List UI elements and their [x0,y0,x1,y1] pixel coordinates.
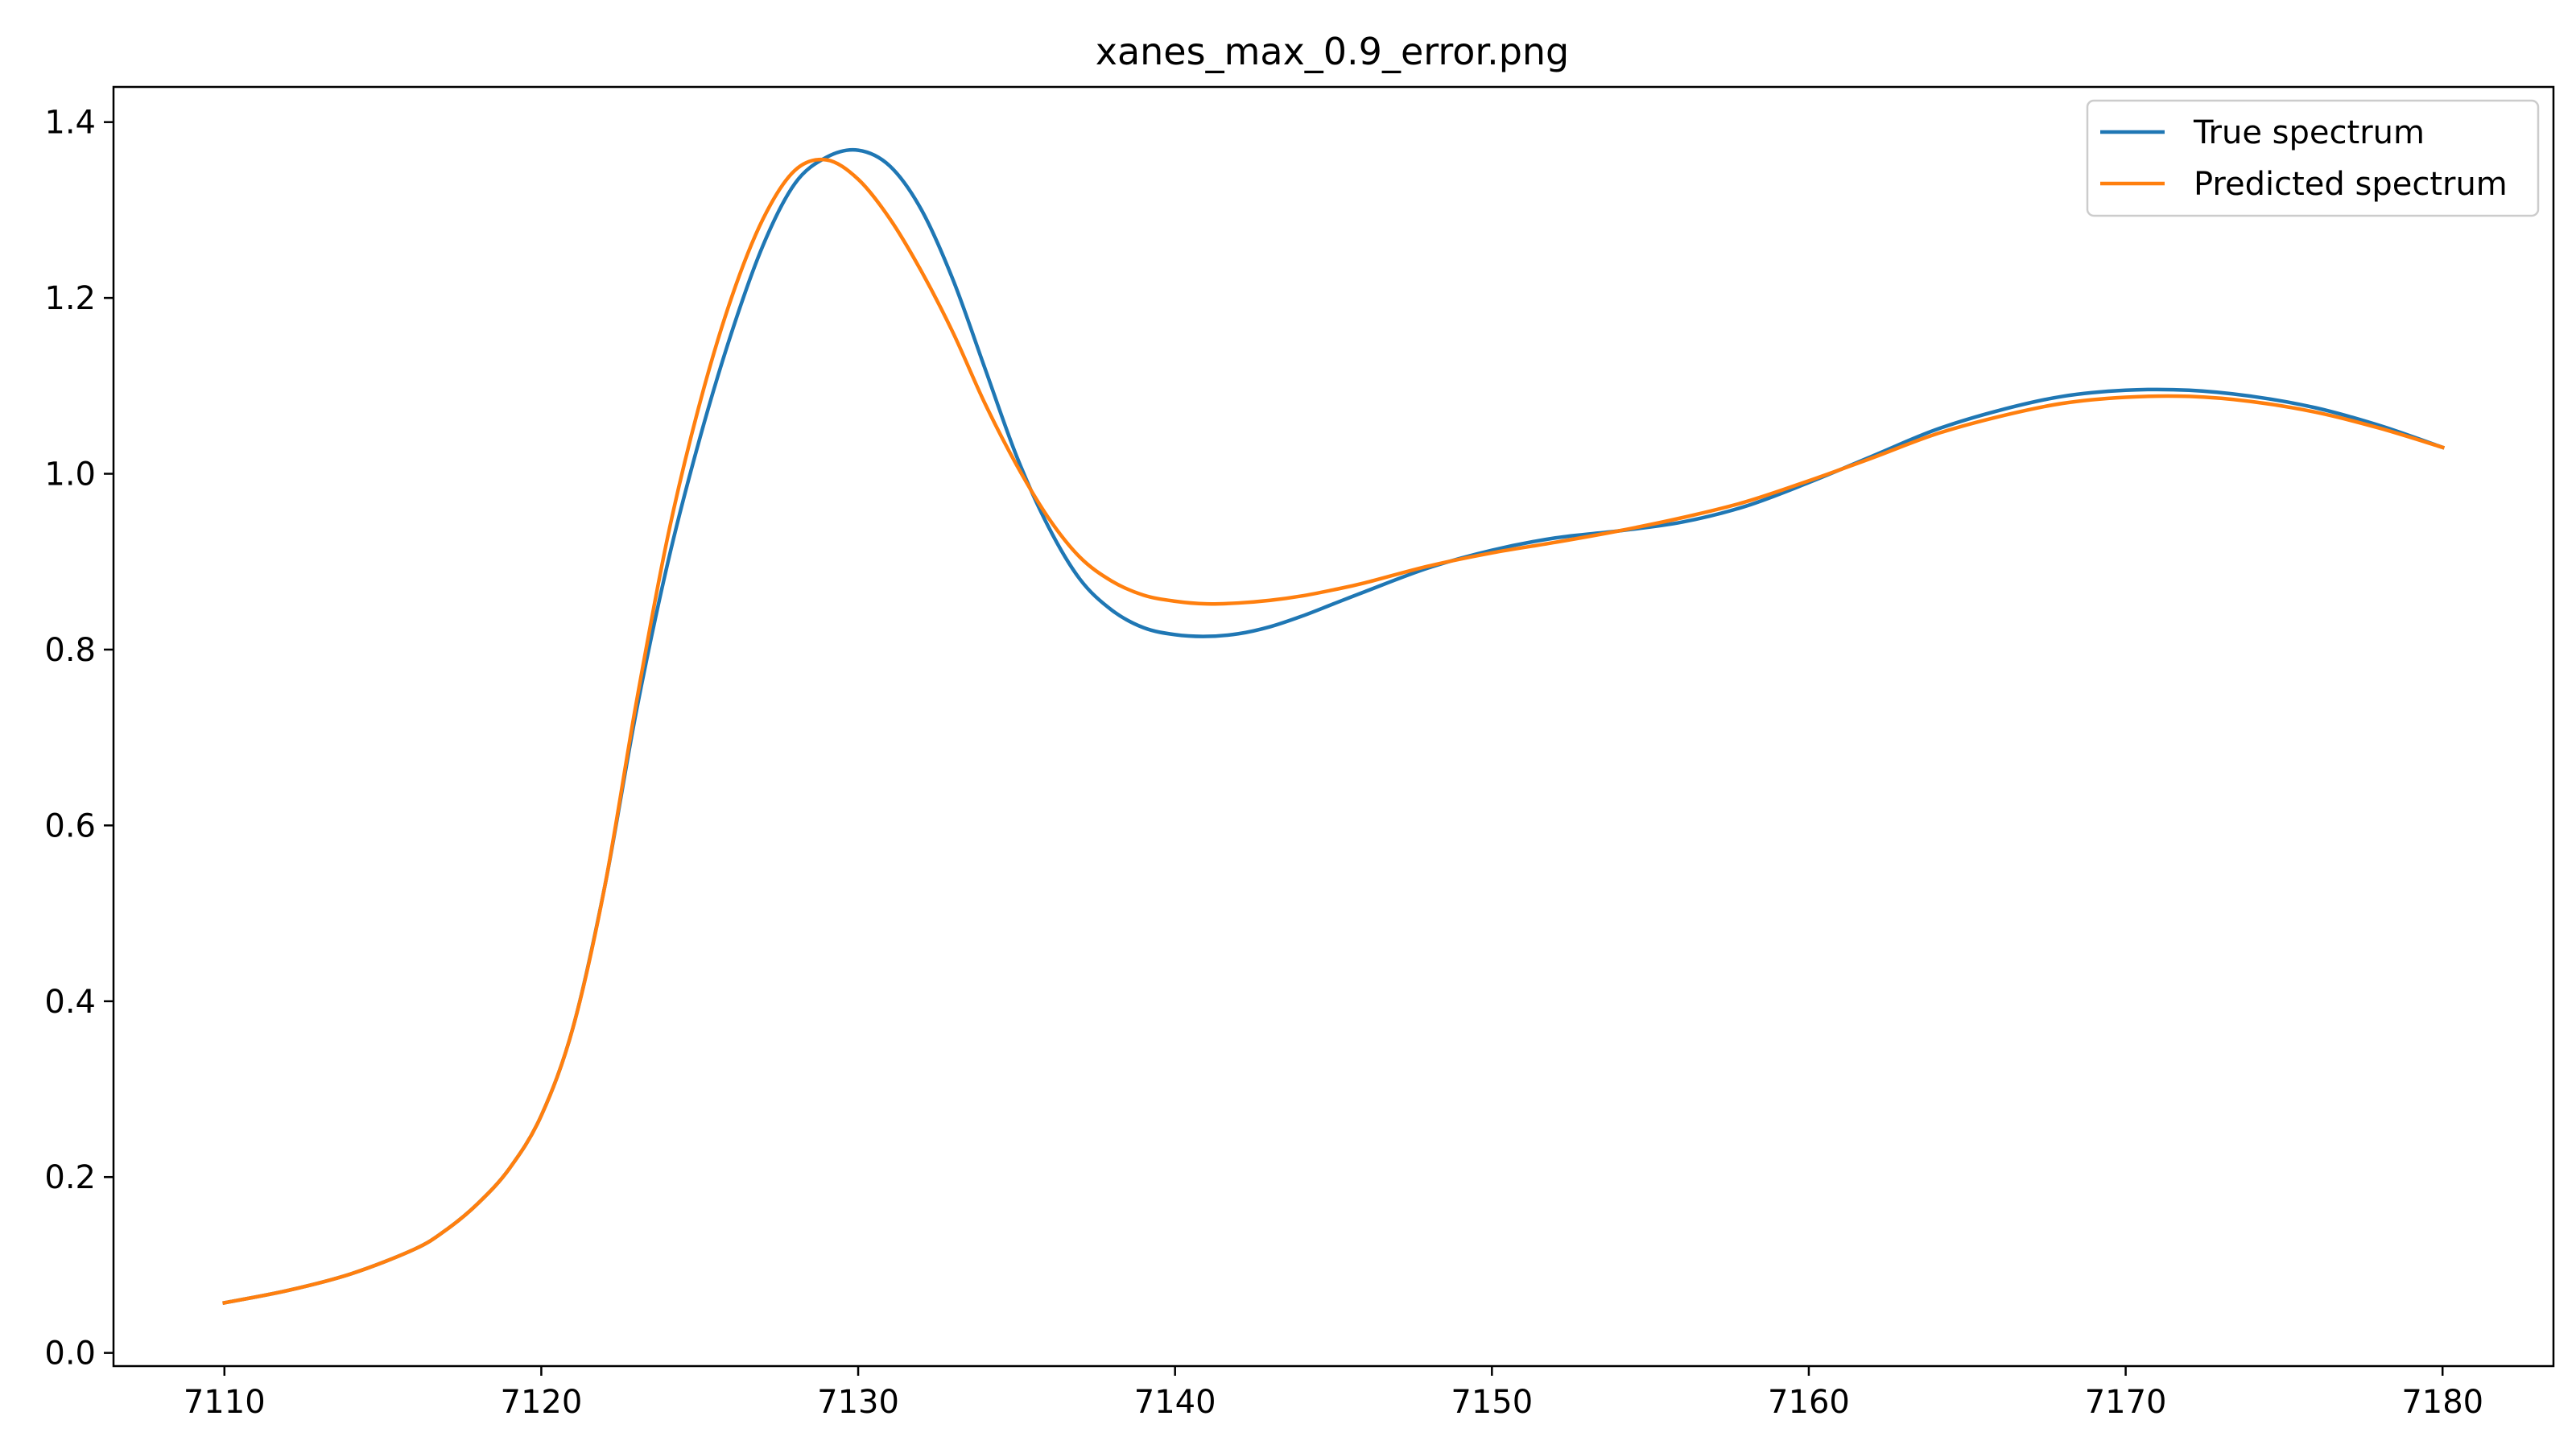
y-tick-label: 0.0 [44,1335,96,1373]
y-tick-label: 0.8 [44,632,96,669]
plot-lines [222,147,2446,1306]
y-tick-label: 0.4 [44,984,96,1021]
y-tick-label: 1.2 [44,280,96,317]
x-tick-label: 7170 [2085,1384,2167,1421]
y-tick-label: 0.2 [44,1159,96,1196]
legend: True spectrum Predicted spectrum [2086,99,2540,217]
x-tick-label: 7120 [501,1384,583,1421]
x-axis: 7110 7120 7130 7140 7150 7160 7170 7180 [184,1366,2483,1421]
y-tick-label: 1.4 [44,105,96,142]
legend-label: True spectrum [2193,114,2425,151]
y-tick-label: 0.6 [44,807,96,844]
legend-label: Predicted spectrum [2194,166,2508,203]
x-tick-label: 7180 [2401,1384,2483,1421]
x-tick-label: 7160 [1768,1384,1850,1421]
x-tick-label: 7130 [817,1384,899,1421]
y-axis: 0.0 0.2 0.4 0.6 0.8 1.0 1.2 1.4 [44,105,114,1373]
legend-box [2086,99,2540,217]
chart-title: xanes_max_0.9_error.png [1096,30,1570,73]
series-line-predicted-spectrum [222,157,2446,1306]
y-tick-label: 1.0 [44,456,96,493]
x-tick-label: 7150 [1451,1384,1533,1421]
plot-frame [112,85,2555,1368]
x-tick-label: 7140 [1134,1384,1216,1421]
x-tick-label: 7110 [184,1384,266,1421]
